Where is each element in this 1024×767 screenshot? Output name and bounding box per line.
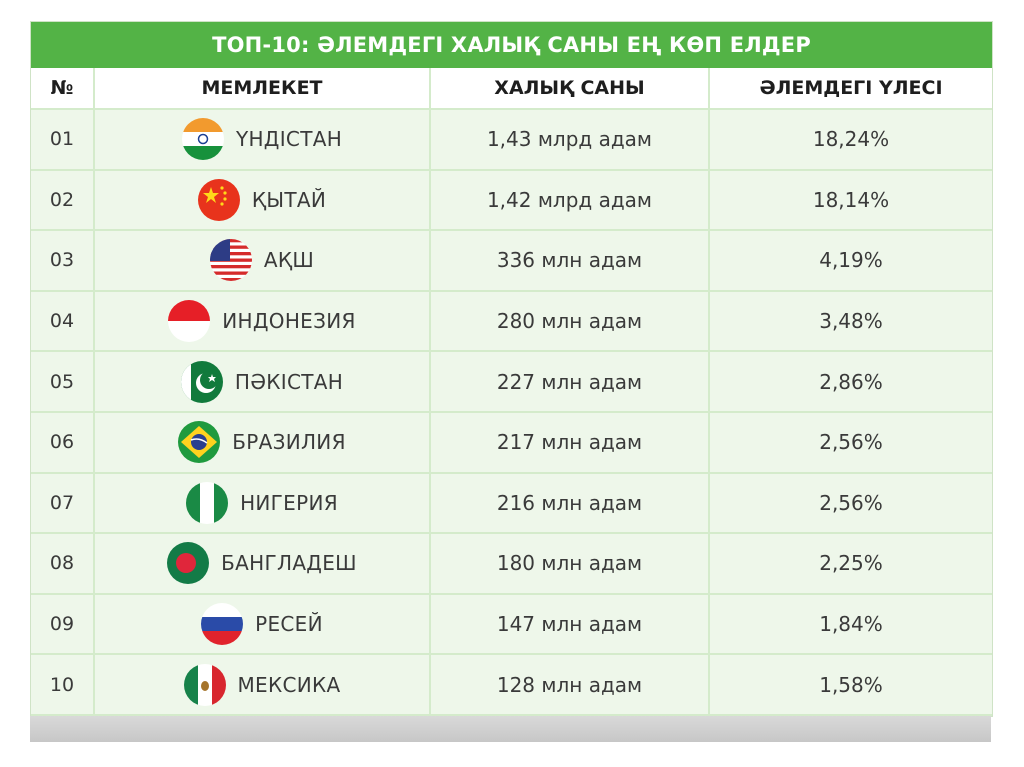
population-value: 336 млн адам [430, 230, 710, 292]
share-value: 4,19% [709, 230, 992, 292]
share-value: 3,48% [709, 290, 992, 353]
population-value: 147 млн адам [430, 593, 710, 656]
header-number: № [31, 68, 95, 110]
share-value: 2,56% [709, 472, 992, 535]
nigeria-flag-icon [186, 481, 229, 524]
table-row: 09 РЕСЕЙ 147 млн адам 1,84% [31, 593, 992, 656]
row-number: 08 [31, 533, 95, 595]
share-value: 1,84% [709, 593, 992, 656]
india-flag-icon [181, 118, 224, 161]
row-number: 05 [31, 351, 95, 413]
header-population: ХАЛЫҚ САНЫ [430, 68, 710, 110]
header-country: МЕМЛЕКЕТ [94, 68, 431, 110]
row-number: 07 [31, 472, 95, 535]
russia-flag-icon [201, 603, 244, 646]
table-row: 10 МЕКСИКА 128 млн адам 1,58% [31, 654, 992, 716]
header-row: № МЕМЛЕКЕТ ХАЛЫҚ САНЫ ӘЛЕМДЕГІ ҮЛЕСІ [31, 68, 992, 110]
share-value: 2,86% [709, 351, 992, 413]
table-row: 03 АҚШ 336 млн адам 4,19% [31, 230, 992, 292]
pakistan-flag-icon [180, 360, 223, 403]
row-number: 06 [31, 411, 95, 474]
country-name: МЕКСИКА [237, 672, 341, 697]
population-table-card: ТОП-10: ӘЛЕМДЕГІ ХАЛЫҚ САНЫ ЕҢ КӨП ЕЛДЕР… [30, 21, 993, 717]
population-value: 280 млн адам [430, 290, 710, 353]
table-row: 02 ҚЫТАЙ 1,42 млрд адам 18,14% [31, 169, 992, 232]
china-flag-icon [197, 178, 240, 221]
country-name: РЕСЕЙ [255, 612, 323, 637]
population-value: 216 млн адам [430, 472, 710, 535]
row-number: 04 [31, 290, 95, 353]
indonesia-flag-icon [168, 300, 211, 343]
country-name: ҮНДІСТАН [235, 127, 343, 152]
brazil-flag-icon [178, 421, 221, 464]
row-number: 03 [31, 230, 95, 292]
table-row: 01 ҮНДІСТАН 1,43 млрд адам 18,24% [31, 109, 992, 171]
country-name: НИГЕРИЯ [240, 490, 338, 515]
row-number: 02 [31, 169, 95, 232]
usa-flag-icon [209, 239, 252, 282]
country-name: БАНГЛАДЕШ [221, 551, 357, 576]
country-name: ПӘКІСТАН [234, 369, 344, 394]
share-value: 18,14% [709, 169, 992, 232]
country-name: ҚЫТАЙ [251, 187, 327, 212]
row-number: 10 [31, 654, 95, 716]
header-share: ӘЛЕМДЕГІ ҮЛЕСІ [709, 68, 992, 110]
population-value: 1,43 млрд адам [430, 109, 710, 171]
country-name: БРАЗИЛИЯ [232, 430, 346, 455]
population-value: 217 млн адам [430, 411, 710, 474]
row-number: 01 [31, 109, 95, 171]
country-name: АҚШ [263, 248, 315, 273]
country-name: ИНДОНЕЗИЯ [222, 309, 356, 334]
table-row: 04 ИНДОНЕЗИЯ 280 млн адам 3,48% [31, 290, 992, 353]
table-title: ТОП-10: ӘЛЕМДЕГІ ХАЛЫҚ САНЫ ЕҢ КӨП ЕЛДЕР [31, 22, 992, 68]
table-row: 07 НИГЕРИЯ 216 млн адам 2,56% [31, 472, 992, 535]
share-value: 18,24% [709, 109, 992, 171]
share-value: 2,25% [709, 533, 992, 595]
population-value: 128 млн адам [430, 654, 710, 716]
population-value: 180 млн адам [430, 533, 710, 595]
population-value: 1,42 млрд адам [430, 169, 710, 232]
mexico-flag-icon [183, 663, 226, 706]
population-value: 227 млн адам [430, 351, 710, 413]
share-value: 1,58% [709, 654, 992, 716]
bangladesh-flag-icon [167, 542, 210, 585]
table-row: 06 БРАЗИЛИЯ 217 млн адам 2,56% [31, 411, 992, 474]
table-row: 05 ПӘКІСТАН 227 млн адам 2,86% [31, 351, 992, 413]
share-value: 2,56% [709, 411, 992, 474]
bottom-decoration-strip [30, 716, 991, 742]
population-table: № МЕМЛЕКЕТ ХАЛЫҚ САНЫ ӘЛЕМДЕГІ ҮЛЕСІ 01 … [31, 68, 992, 716]
table-row: 08 БАНГЛАДЕШ 180 млн адам 2,25% [31, 533, 992, 595]
row-number: 09 [31, 593, 95, 656]
